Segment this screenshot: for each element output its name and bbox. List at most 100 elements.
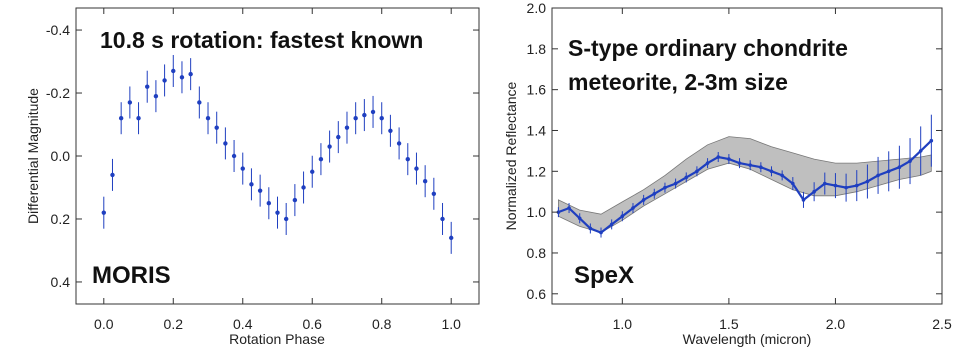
left-x-tick-label: 0.2 xyxy=(164,316,184,332)
right-model-band xyxy=(558,136,932,234)
left-y-tick-label: 0.4 xyxy=(51,274,71,290)
right-data-point xyxy=(556,210,561,214)
left-x-tick-label: 0.6 xyxy=(303,316,323,332)
left-data-point xyxy=(396,141,402,146)
right-y-tick-label: 1.0 xyxy=(527,204,547,220)
left-data-point xyxy=(318,156,324,162)
right-model-band-area xyxy=(558,136,932,234)
right-data-point xyxy=(918,149,923,153)
left-data-point xyxy=(197,100,202,105)
left-data-point xyxy=(440,216,445,222)
right-y-tick-label: 1.6 xyxy=(527,82,547,98)
left-data-point xyxy=(310,169,315,174)
right-y-tick-label: 1.4 xyxy=(527,122,547,138)
right-x-tick-label: 2.0 xyxy=(826,316,846,332)
right-data-point xyxy=(908,159,912,163)
left-data-point xyxy=(257,188,263,193)
right-x-tick-label: 2.5 xyxy=(932,316,952,332)
left-data-point xyxy=(405,156,410,162)
left-y-axis-title: Differential Magnitude xyxy=(25,88,41,224)
right-data-point xyxy=(588,226,593,231)
left-data-point xyxy=(214,125,219,130)
right-data-point xyxy=(727,157,731,161)
right-data-point xyxy=(822,181,827,186)
left-data-point xyxy=(414,166,419,171)
left-data-point xyxy=(388,128,393,134)
right-data-point xyxy=(854,183,859,188)
right-data-point xyxy=(737,161,742,165)
right-data-point xyxy=(801,198,806,202)
left-data-point xyxy=(249,182,254,187)
right-annotation-size: meteorite, 2-3m size xyxy=(568,69,788,95)
left-data-point xyxy=(344,125,350,130)
left-data-point xyxy=(231,153,237,159)
left-x-tick-label: 0.0 xyxy=(94,316,114,332)
left-data-point xyxy=(370,109,376,115)
right-y-tick-label: 2.0 xyxy=(527,0,547,16)
left-x-axis-title: Rotation Phase xyxy=(229,331,325,347)
right-data-point xyxy=(759,165,763,170)
right-y-axis-title: Normalized Reflectance xyxy=(503,81,519,230)
right-data-point xyxy=(929,138,934,143)
right-data-point xyxy=(769,169,774,174)
right-data-point xyxy=(876,173,880,178)
left-data-points xyxy=(101,54,454,254)
left-data-point xyxy=(240,166,245,171)
right-data-point xyxy=(695,169,699,174)
left-x-tick-label: 0.4 xyxy=(233,316,253,332)
left-data-point xyxy=(127,100,133,105)
right-x-axis-title: Wavelength (micron) xyxy=(683,331,812,347)
left-data-point xyxy=(145,84,150,89)
left-data-point xyxy=(336,134,341,140)
left-data-point xyxy=(431,191,437,196)
left-y-tick-label: -0.2 xyxy=(46,85,70,101)
left-data-point xyxy=(179,75,185,80)
left-data-point xyxy=(449,235,454,241)
left-annotation-instrument: MORIS xyxy=(92,262,171,289)
right-x-tick-label: 1.0 xyxy=(613,316,633,332)
right-data-point xyxy=(780,173,784,178)
left-data-point xyxy=(292,197,298,203)
left-data-point xyxy=(301,185,306,190)
left-x-tick-label: 1.0 xyxy=(441,316,461,332)
left-data-point xyxy=(266,201,272,206)
left-y-tick-label: 0.0 xyxy=(51,148,71,164)
left-x-ticks: 0.0 0.2 0.4 0.6 0.8 1.0 xyxy=(94,8,461,332)
right-spectrum-points xyxy=(556,114,934,238)
right-data-point xyxy=(791,181,795,186)
left-data-point xyxy=(223,141,228,146)
right-data-point xyxy=(716,155,721,159)
left-data-point xyxy=(353,116,358,121)
left-data-point xyxy=(283,216,289,222)
right-data-point xyxy=(812,189,816,194)
right-data-point xyxy=(844,185,848,190)
left-data-point xyxy=(379,116,384,121)
left-data-point xyxy=(162,78,167,83)
right-chart-panel: 1.0 1.5 2.0 2.5 0.6 0.8 1.0 1.2 1.4 1.6 1.8 2.0 Wa… xyxy=(503,0,952,347)
left-data-point xyxy=(110,172,115,178)
right-data-point xyxy=(673,181,678,186)
right-y-tick-label: 1.2 xyxy=(527,163,547,179)
right-data-point xyxy=(684,175,689,180)
left-data-point xyxy=(171,68,176,74)
right-spectrum-line xyxy=(558,139,933,234)
right-data-point xyxy=(620,214,625,219)
right-annotation-type: S-type ordinary chondrite xyxy=(568,35,848,61)
right-y-tick-label: 0.8 xyxy=(527,245,547,261)
right-data-point xyxy=(897,165,902,170)
right-x-ticks: 1.0 1.5 2.0 2.5 xyxy=(613,8,952,332)
left-data-point xyxy=(136,116,141,121)
right-data-point xyxy=(886,169,891,174)
right-data-point xyxy=(705,161,710,165)
left-y-ticks: -0.4 -0.2 0.0 0.2 0.4 xyxy=(46,22,479,290)
right-x-tick-label: 1.5 xyxy=(719,316,739,332)
right-annotation-instrument: SpeX xyxy=(574,262,634,289)
left-data-point xyxy=(205,116,211,121)
left-data-point xyxy=(327,144,332,149)
left-data-point xyxy=(275,210,280,215)
left-data-point xyxy=(362,112,367,118)
right-data-point xyxy=(567,206,571,210)
right-data-point xyxy=(609,222,614,227)
left-data-point xyxy=(153,93,159,99)
right-plot-frame xyxy=(551,7,943,305)
